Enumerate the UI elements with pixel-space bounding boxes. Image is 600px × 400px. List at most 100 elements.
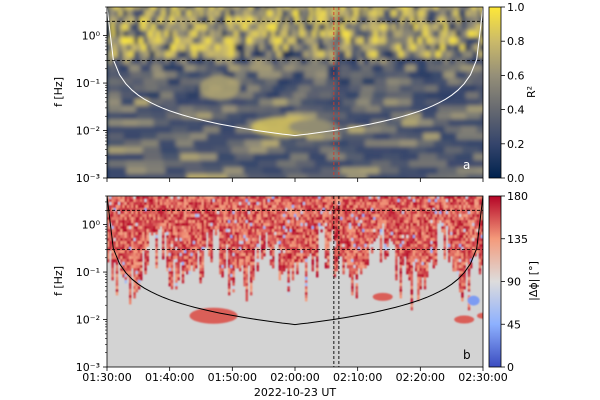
- phase-cell: [428, 208, 431, 212]
- phase-cell: [340, 250, 343, 254]
- phase-cell: [423, 277, 427, 281]
- phase-cell: [428, 235, 431, 239]
- phase-cell: [423, 217, 427, 221]
- phase-cell: [338, 208, 341, 212]
- phase-cell: [305, 211, 308, 215]
- phase-cell: [135, 214, 138, 218]
- phase-cell: [206, 208, 209, 212]
- phase-cell: [250, 274, 253, 278]
- phase-cell: [454, 217, 457, 221]
- coherence-cell: [324, 16, 330, 30]
- phase-cell: [283, 217, 286, 221]
- phase-cell: [335, 214, 339, 218]
- phase-cell: [135, 271, 138, 275]
- phase-cell: [338, 238, 341, 242]
- phase-cell: [329, 196, 332, 200]
- phase-cell: [137, 286, 141, 290]
- phase-cell: [254, 229, 257, 233]
- coherence-cell: [209, 44, 216, 57]
- phase-cell: [175, 253, 178, 257]
- phase-cell: [386, 199, 389, 203]
- phase-cell: [386, 232, 389, 236]
- phase-cell: [210, 202, 213, 206]
- phase-cell: [401, 253, 405, 257]
- phase-cell: [190, 247, 193, 251]
- phase-cell: [217, 202, 220, 206]
- phase-cell: [421, 268, 424, 272]
- coherence-cell: [351, 23, 356, 37]
- phase-cell: [109, 232, 112, 236]
- phase-cell: [120, 250, 123, 254]
- phase-cell: [294, 250, 297, 254]
- phase-cell: [261, 247, 264, 251]
- coherence-cell: [287, 174, 308, 178]
- phase-cell: [346, 196, 350, 200]
- phase-cell: [267, 211, 270, 215]
- phase-cell: [296, 196, 299, 200]
- phase-cell: [208, 196, 211, 200]
- phase-cell: [360, 226, 363, 230]
- phase-cell: [190, 244, 193, 248]
- coherence-cell: [336, 9, 340, 23]
- phase-cell: [261, 202, 264, 206]
- phase-cell: [452, 223, 455, 227]
- phase-cell: [197, 220, 200, 224]
- phase-cell: [274, 223, 277, 227]
- phase-cell: [417, 232, 420, 236]
- phase-cell: [225, 217, 229, 221]
- phase-cell: [379, 253, 383, 257]
- phase-cell: [210, 199, 213, 203]
- phase-cell: [126, 238, 130, 242]
- phase-cell: [351, 274, 354, 278]
- phase-cell: [368, 238, 372, 242]
- phase-cell: [140, 277, 143, 281]
- phase-cell: [232, 277, 235, 281]
- phase-cell: [364, 220, 367, 224]
- phase-cell: [219, 262, 222, 266]
- phase-cell: [423, 244, 427, 248]
- phase-cell: [423, 259, 427, 263]
- phase-cell: [113, 223, 116, 227]
- phase-cell: [351, 259, 354, 263]
- coherence-cell: [130, 9, 135, 23]
- phase-cell: [168, 250, 171, 254]
- phase-cell: [151, 229, 154, 233]
- phase-cell: [276, 217, 279, 221]
- phase-cell: [434, 208, 438, 212]
- phase-cell: [364, 217, 367, 221]
- phase-cell: [419, 271, 422, 275]
- phase-cell: [305, 250, 308, 254]
- phase-cell: [148, 205, 152, 209]
- phase-cell: [276, 235, 279, 239]
- phase-cell: [309, 205, 312, 209]
- phase-cell: [247, 241, 251, 245]
- phase-cell: [232, 208, 235, 212]
- phase-cell: [129, 289, 132, 293]
- coherence-cell: [303, 23, 308, 37]
- coherence-cell: [191, 50, 199, 64]
- coherence-cell: [440, 50, 448, 64]
- phase-cell: [195, 265, 198, 269]
- coherence-cell: [357, 30, 363, 44]
- phase-cell: [329, 214, 332, 218]
- coherence-cell: [332, 23, 338, 37]
- phase-cell: [283, 235, 286, 239]
- phase-cell: [316, 235, 319, 239]
- phase-cell: [300, 232, 303, 236]
- phase-cell: [109, 211, 112, 215]
- phase-cell: [184, 253, 187, 257]
- phase-cell: [197, 205, 200, 209]
- coherence-cell: [237, 9, 242, 23]
- phase-cell: [450, 244, 453, 248]
- phase-cell: [131, 241, 134, 245]
- phase-cell: [261, 223, 264, 227]
- phase-cell: [393, 232, 396, 236]
- phase-cell: [228, 238, 231, 242]
- coherence-cell: [273, 23, 279, 37]
- coherence-cell: [165, 44, 172, 57]
- phase-cell: [129, 205, 132, 209]
- coherence-cell: [464, 44, 471, 57]
- phase-cell: [124, 199, 127, 203]
- coherence-cell: [480, 23, 483, 37]
